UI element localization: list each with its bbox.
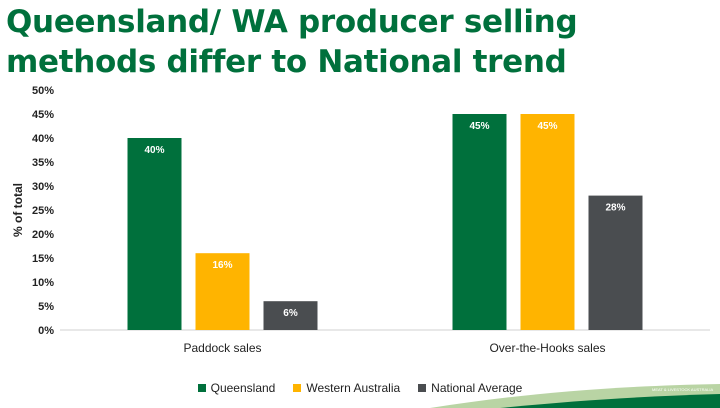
legend-swatch [197,384,206,392]
bar [127,138,182,330]
y-tick-label: 45% [32,109,54,121]
y-tick-label: 35% [32,157,54,169]
footer-wave-dark [500,394,720,408]
logo-text: mla [680,367,708,384]
page-title: Queensland/ WA producer selling methods … [6,4,578,80]
chart-legend: Queensland Western Australia National Aver… [0,381,720,395]
bar [452,114,507,330]
x-category-label: Over-the-Hooks sales [489,341,605,355]
data-label: 45% [469,121,489,132]
legend-item: Queensland [197,381,276,395]
y-tick-label: 20% [32,229,54,241]
legend-label: National Average [431,381,523,395]
y-tick-label: 25% [32,205,54,217]
bar-chart: 0% 5% 10% 15% 20% 25% 30% 35% 40% 45% 50% % of tota… [11,85,710,355]
y-tick-label: 30% [32,181,54,193]
bar [588,195,643,330]
bar [520,114,575,330]
data-label: 6% [283,308,298,319]
legend-item: Western Australia [293,381,400,395]
y-tick-label: 0% [38,325,54,337]
data-label: 45% [537,121,557,132]
y-tick-label: 10% [32,277,54,289]
legend-swatch [293,384,302,392]
logo-tagline: MEAT & LIVESTOCK AUSTRALIA [652,387,713,392]
y-tick-label: 15% [32,253,54,265]
y-tick-label: 5% [38,301,54,313]
data-label: 16% [212,260,232,271]
data-label: 28% [605,203,625,214]
legend-item: National Average [418,381,522,395]
y-tick-label: 50% [32,85,54,97]
y-tick-label: 40% [32,133,54,145]
x-category-label: Paddock sales [183,341,261,355]
legend-label: Western Australia [306,381,401,395]
bar [263,301,318,330]
bar [195,253,250,330]
legend-swatch [418,384,427,392]
data-label: 40% [144,145,164,156]
y-axis-title: % of total [11,183,25,237]
legend-label: Queensland [210,381,276,395]
footer-brand: mla MEAT & LIVESTOCK AUSTRALIA [430,365,720,408]
mla-logo: mla MEAT & LIVESTOCK AUSTRALIA [652,365,713,392]
